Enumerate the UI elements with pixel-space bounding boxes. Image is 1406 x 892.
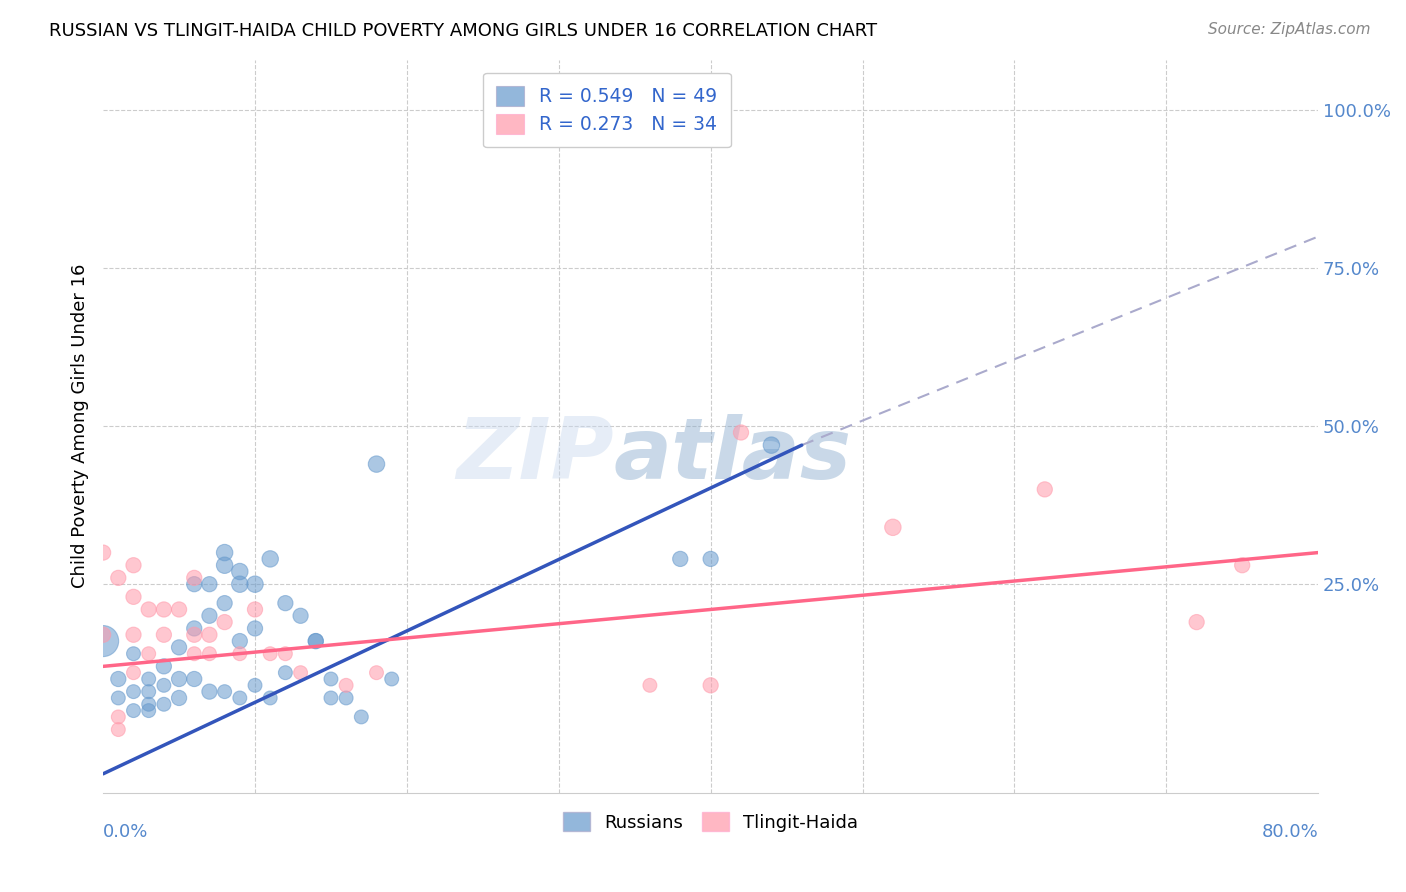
Point — [335, 690, 357, 705]
Point — [290, 665, 312, 680]
Point — [153, 698, 176, 712]
Point — [183, 672, 205, 686]
Point — [107, 690, 129, 705]
Point — [122, 665, 145, 680]
Point — [167, 640, 190, 655]
Point — [107, 723, 129, 737]
Point — [305, 634, 328, 648]
Legend: Russians, Tlingit-Haida: Russians, Tlingit-Haida — [555, 805, 865, 838]
Point — [366, 457, 388, 471]
Point — [259, 690, 281, 705]
Point — [153, 678, 176, 692]
Text: 0.0%: 0.0% — [103, 823, 149, 841]
Point — [122, 684, 145, 698]
Point — [243, 622, 266, 636]
Point — [350, 710, 373, 724]
Point — [107, 571, 129, 585]
Y-axis label: Child Poverty Among Girls Under 16: Child Poverty Among Girls Under 16 — [72, 264, 89, 589]
Text: RUSSIAN VS TLINGIT-HAIDA CHILD POVERTY AMONG GIRLS UNDER 16 CORRELATION CHART: RUSSIAN VS TLINGIT-HAIDA CHILD POVERTY A… — [49, 22, 877, 40]
Point — [290, 608, 312, 623]
Point — [229, 565, 252, 579]
Point — [198, 577, 221, 591]
Text: atlas: atlas — [613, 414, 852, 497]
Point — [1185, 615, 1208, 629]
Point — [669, 552, 692, 566]
Point — [91, 634, 114, 648]
Point — [122, 590, 145, 604]
Point — [91, 628, 114, 642]
Point — [243, 678, 266, 692]
Point — [274, 647, 297, 661]
Point — [122, 704, 145, 718]
Text: Source: ZipAtlas.com: Source: ZipAtlas.com — [1208, 22, 1371, 37]
Point — [138, 647, 160, 661]
Point — [107, 672, 129, 686]
Point — [107, 710, 129, 724]
Point — [198, 684, 221, 698]
Point — [198, 608, 221, 623]
Point — [229, 647, 252, 661]
Point — [882, 520, 904, 534]
Point — [699, 552, 721, 566]
Point — [138, 684, 160, 698]
Point — [138, 698, 160, 712]
Point — [214, 596, 236, 610]
Point — [183, 577, 205, 591]
Point — [638, 678, 661, 692]
Point — [138, 602, 160, 616]
Point — [1033, 483, 1056, 497]
Point — [153, 659, 176, 673]
Point — [259, 552, 281, 566]
Text: 80.0%: 80.0% — [1261, 823, 1319, 841]
Point — [214, 545, 236, 559]
Text: ZIP: ZIP — [456, 414, 613, 497]
Point — [91, 545, 114, 559]
Point — [167, 602, 190, 616]
Point — [243, 602, 266, 616]
Point — [183, 628, 205, 642]
Point — [699, 678, 721, 692]
Point — [274, 596, 297, 610]
Point — [259, 647, 281, 661]
Point — [153, 602, 176, 616]
Point — [214, 615, 236, 629]
Point — [335, 678, 357, 692]
Point — [229, 577, 252, 591]
Point — [198, 628, 221, 642]
Point — [138, 672, 160, 686]
Point — [319, 690, 342, 705]
Point — [243, 577, 266, 591]
Point — [381, 672, 404, 686]
Point — [1230, 558, 1253, 573]
Point — [183, 647, 205, 661]
Point — [122, 628, 145, 642]
Point — [138, 704, 160, 718]
Point — [319, 672, 342, 686]
Point — [214, 558, 236, 573]
Point — [274, 665, 297, 680]
Point — [183, 571, 205, 585]
Point — [122, 558, 145, 573]
Point — [305, 634, 328, 648]
Point — [229, 634, 252, 648]
Point — [122, 647, 145, 661]
Point — [153, 628, 176, 642]
Point — [229, 690, 252, 705]
Point — [366, 665, 388, 680]
Point — [198, 647, 221, 661]
Point — [730, 425, 752, 440]
Point — [167, 690, 190, 705]
Point — [183, 622, 205, 636]
Point — [167, 672, 190, 686]
Point — [214, 684, 236, 698]
Point — [761, 438, 783, 452]
